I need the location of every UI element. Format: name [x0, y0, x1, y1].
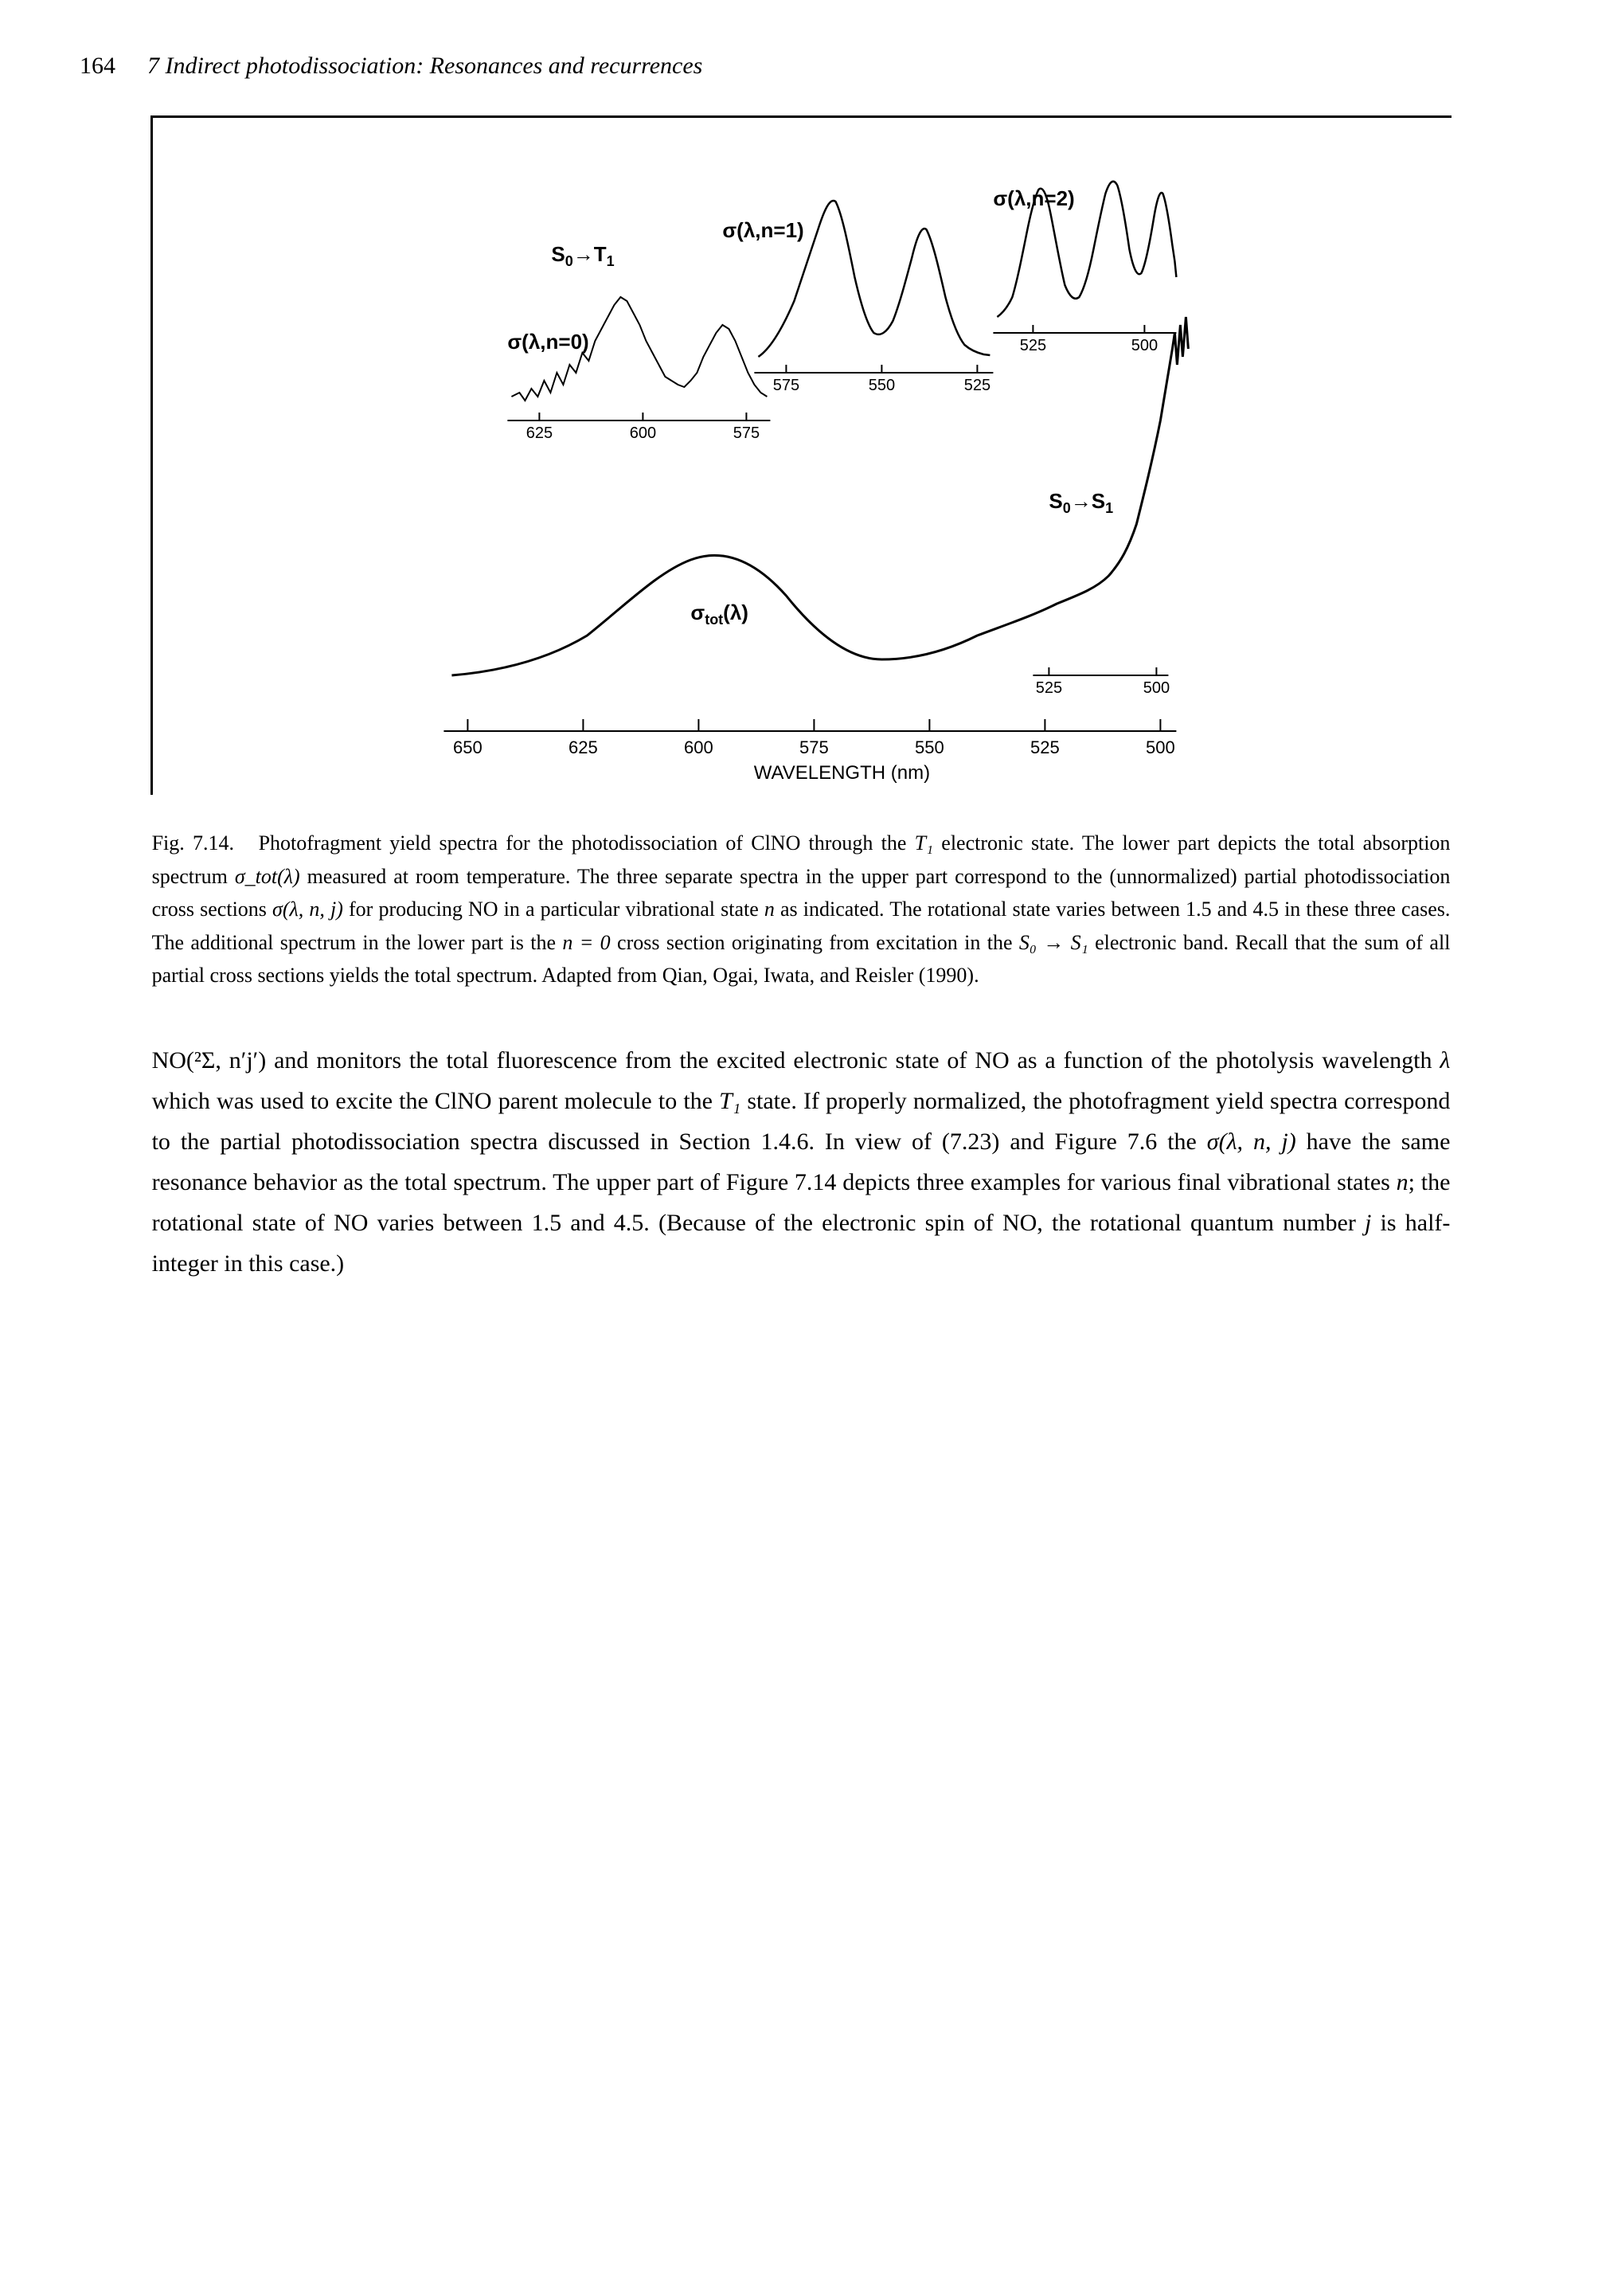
- xtick-550: 550: [915, 737, 944, 757]
- svg-text:625: 625: [526, 424, 553, 442]
- svg-text:500: 500: [1143, 679, 1170, 697]
- page-header: 164 7 Indirect photodissociation: Resona…: [80, 48, 1522, 84]
- svg-text:S0→T1: S0→T1: [551, 242, 614, 269]
- svg-text:500: 500: [1131, 337, 1158, 354]
- svg-text:σ(λ,n=2): σ(λ,n=2): [993, 186, 1074, 210]
- svg-text:525: 525: [1020, 337, 1046, 354]
- chapter-title: 7 Indirect photodissociation: Resonances…: [147, 48, 702, 84]
- xtick-500: 500: [1146, 737, 1175, 757]
- svg-text:525: 525: [964, 377, 991, 394]
- xtick-525: 525: [1030, 737, 1060, 757]
- svg-text:550: 550: [869, 377, 895, 394]
- svg-text:σ(λ,n=0): σ(λ,n=0): [507, 330, 588, 354]
- sigma-tot-label: σtot(λ): [690, 600, 748, 628]
- figure-caption: Fig. 7.14. Photofragment yield spectra f…: [152, 827, 1451, 992]
- inset-n2: 525 500 σ(λ,n=2): [993, 182, 1176, 354]
- figure-7-14: 650 625 600 575 550 525 500 WAVELENGTH (…: [150, 115, 1452, 795]
- svg-text:575: 575: [733, 424, 760, 442]
- s0-s1-label: S0→S1: [1049, 489, 1113, 516]
- xtick-625: 625: [569, 737, 598, 757]
- body-paragraph: NO(²Σ, n′j′) and monitors the total fluo…: [152, 1040, 1451, 1284]
- svg-text:575: 575: [773, 377, 799, 394]
- main-x-axis: 650 625 600 575 550 525 500 WAVELENGTH (…: [443, 719, 1176, 784]
- xtick-650: 650: [453, 737, 483, 757]
- inset-n1: 575 550 525 σ(λ,n=1): [722, 201, 993, 394]
- body-lead: NO(²Σ, n′j′): [152, 1047, 267, 1074]
- svg-text:σ(λ,n=1): σ(λ,n=1): [722, 218, 803, 242]
- spectra-chart: 650 625 600 575 550 525 500 WAVELENGTH (…: [153, 118, 1452, 795]
- xtick-575: 575: [799, 737, 829, 757]
- fig-label: Fig. 7.14.: [152, 831, 234, 855]
- bottom-inset-axis: 525 500: [1033, 667, 1170, 697]
- page-number: 164: [80, 48, 115, 84]
- inset-n0: 625 600 575 σ(λ,n=0) S0→T1: [507, 242, 770, 442]
- xtick-600: 600: [684, 737, 713, 757]
- svg-text:600: 600: [630, 424, 656, 442]
- x-axis-label: WAVELENGTH (nm): [754, 762, 930, 784]
- svg-text:525: 525: [1036, 679, 1062, 697]
